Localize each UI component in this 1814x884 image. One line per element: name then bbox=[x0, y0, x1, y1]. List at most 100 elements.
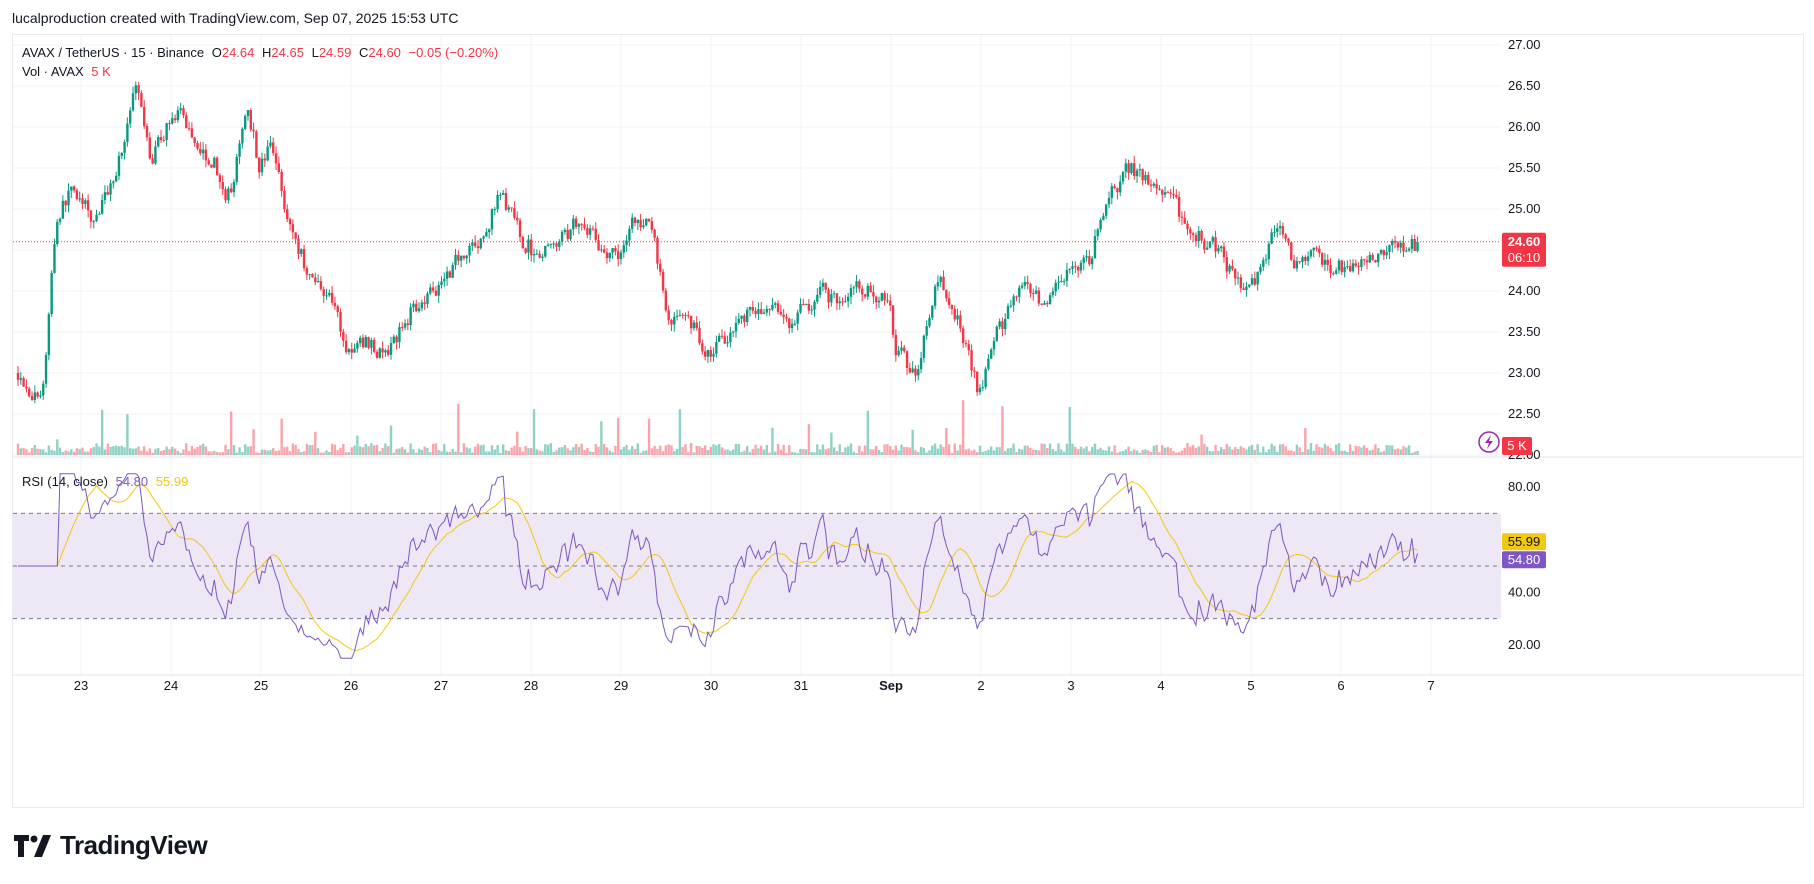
symbol-label[interactable]: AVAX / TetherUS · 15 · Binance bbox=[22, 45, 205, 60]
candle-body bbox=[782, 314, 785, 317]
volume-bar bbox=[588, 451, 592, 455]
candle-body bbox=[563, 229, 567, 232]
volume-bar bbox=[678, 409, 682, 455]
volume-bar bbox=[493, 449, 496, 455]
volume-bar bbox=[1065, 443, 1069, 455]
volume-bar bbox=[185, 443, 188, 455]
volume-bar bbox=[308, 445, 311, 455]
volume-bar bbox=[1203, 443, 1206, 455]
candle-body bbox=[53, 244, 56, 273]
candle-body bbox=[911, 368, 914, 373]
volume-bar bbox=[1281, 443, 1285, 455]
candle-body bbox=[120, 152, 123, 156]
volume-bar bbox=[636, 443, 640, 455]
volume-bar bbox=[347, 452, 351, 455]
high-label: H bbox=[262, 45, 272, 60]
candle-body bbox=[1236, 277, 1240, 279]
candle-body bbox=[1200, 230, 1203, 241]
price-tick-label: 26.50 bbox=[1508, 78, 1541, 93]
volume-bar bbox=[925, 452, 928, 455]
rsi-label[interactable]: RSI (14, close) bbox=[22, 474, 108, 489]
candle-body bbox=[229, 188, 233, 193]
candle-body bbox=[970, 350, 973, 371]
volume-bar bbox=[1026, 445, 1029, 455]
volume-bar bbox=[816, 444, 819, 455]
volume-bar bbox=[117, 446, 121, 455]
ohlc-legend: AVAX / TetherUS · 15 · Binance O24.64 H2… bbox=[22, 45, 502, 60]
volume-bar bbox=[423, 446, 426, 455]
volume-bar bbox=[112, 446, 115, 455]
volume-bar bbox=[328, 452, 331, 455]
volume-bar bbox=[684, 444, 687, 455]
volume-bar bbox=[928, 450, 931, 455]
chart-canvas[interactable]: 27.0026.5026.0025.5025.0024.5024.0023.50… bbox=[13, 35, 1803, 807]
volume-bar bbox=[384, 443, 387, 455]
volume-bar bbox=[1214, 444, 1217, 455]
candle-body bbox=[827, 289, 830, 303]
candle-body bbox=[967, 344, 970, 351]
candle-body bbox=[740, 315, 743, 319]
volume-bar bbox=[586, 448, 589, 455]
candle-body bbox=[1096, 229, 1099, 237]
volume-bar bbox=[1104, 450, 1108, 455]
volume-bar bbox=[1301, 451, 1304, 455]
volume-bar bbox=[947, 444, 951, 455]
candle-body bbox=[1222, 246, 1226, 258]
chart-panel[interactable]: 27.0026.5026.0025.5025.0024.5024.0023.50… bbox=[12, 34, 1804, 808]
candle-body bbox=[558, 241, 561, 247]
candle-body bbox=[608, 252, 611, 259]
lightning-icon[interactable] bbox=[1478, 431, 1500, 453]
candle-body bbox=[1225, 257, 1228, 272]
rsi-value: 54.80 bbox=[115, 474, 149, 489]
volume-bar bbox=[942, 446, 945, 455]
open-value: 24.64 bbox=[221, 45, 255, 60]
volume-bar bbox=[903, 446, 906, 455]
rsi-line bbox=[18, 473, 1418, 659]
candle-body bbox=[1099, 220, 1102, 230]
candle-body bbox=[1214, 237, 1217, 252]
volume-bar bbox=[131, 448, 135, 455]
candle-body bbox=[1346, 266, 1349, 268]
volume-bar bbox=[39, 449, 42, 455]
candle-body bbox=[914, 368, 917, 376]
volume-bar bbox=[953, 443, 956, 455]
candle-body bbox=[395, 336, 398, 343]
candle-body bbox=[712, 353, 715, 357]
volume-bar bbox=[1085, 446, 1088, 455]
candle-body bbox=[611, 248, 614, 253]
volume-bar bbox=[844, 447, 847, 455]
volume-bar bbox=[1402, 446, 1405, 455]
volume-bar bbox=[1323, 443, 1327, 455]
candle-body bbox=[1121, 171, 1125, 182]
volume-bar bbox=[260, 449, 264, 455]
volume-bar bbox=[880, 452, 884, 455]
candle-body bbox=[832, 293, 836, 295]
volume-bar bbox=[765, 444, 769, 455]
volume-bar bbox=[661, 451, 665, 455]
candle-body bbox=[1194, 235, 1198, 241]
candle-body bbox=[588, 228, 592, 235]
volume-bar bbox=[1149, 451, 1153, 455]
volume-bar bbox=[1396, 448, 1400, 455]
volume-bar bbox=[933, 443, 937, 455]
candle-body bbox=[1082, 257, 1085, 263]
candle-body bbox=[342, 331, 345, 341]
time-tick-label: 24 bbox=[164, 678, 178, 693]
candle-body bbox=[1388, 245, 1391, 252]
volume-bar bbox=[877, 450, 881, 455]
volume-bar bbox=[72, 451, 76, 455]
volume-bar bbox=[602, 444, 606, 455]
rsi-tick-label: 20.00 bbox=[1508, 637, 1541, 652]
volume-bar bbox=[1318, 446, 1321, 455]
candle-body bbox=[330, 292, 334, 303]
candle-body bbox=[193, 137, 196, 143]
rsi-legend: RSI (14, close) 54.80 55.99 bbox=[22, 474, 192, 489]
volume-bar bbox=[44, 452, 48, 455]
volume-bar bbox=[886, 444, 889, 455]
candle-body bbox=[813, 301, 816, 310]
volume-label[interactable]: Vol · AVAX bbox=[22, 64, 84, 79]
volume-bar bbox=[356, 435, 359, 455]
tradingview-logo[interactable]: TradingView bbox=[14, 830, 208, 861]
candle-body bbox=[168, 123, 171, 125]
volume-bar bbox=[257, 452, 261, 455]
